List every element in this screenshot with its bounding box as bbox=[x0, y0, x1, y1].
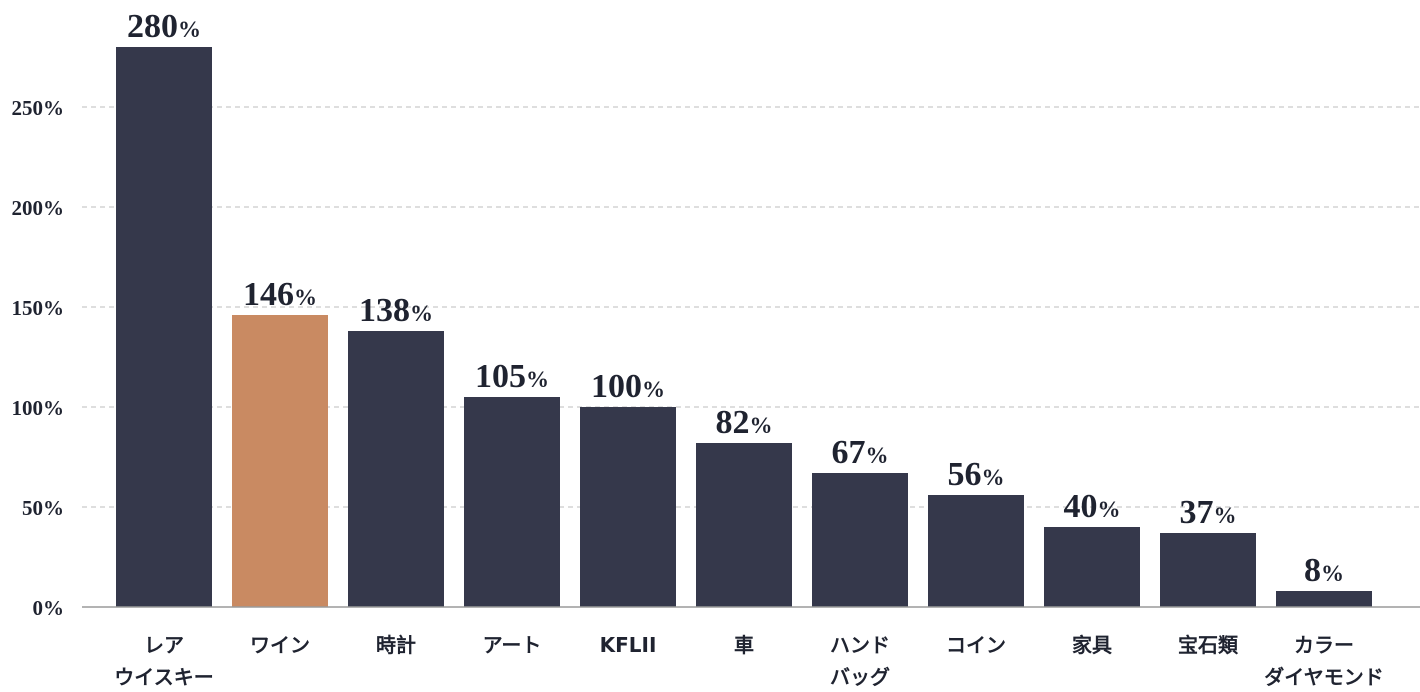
y-axis-tick-labels: 0% 50% 100% 150% 200% 250% bbox=[12, 96, 65, 620]
bar bbox=[232, 315, 328, 607]
bar bbox=[116, 47, 212, 607]
value-unit: % bbox=[866, 443, 889, 468]
category-label: ワイン bbox=[250, 633, 310, 657]
category-label: 宝石類 bbox=[1178, 633, 1239, 657]
value-number: 280 bbox=[127, 8, 178, 45]
bars bbox=[116, 47, 1372, 607]
value-label: 67% bbox=[832, 434, 889, 471]
category-label: 車 bbox=[734, 633, 754, 657]
bar bbox=[1276, 591, 1372, 607]
y-tick-label: 100% bbox=[12, 396, 65, 420]
value-label: 8% bbox=[1304, 552, 1344, 589]
value-unit: % bbox=[1214, 503, 1237, 528]
value-unit: % bbox=[294, 285, 317, 310]
y-tick-label: 250% bbox=[12, 96, 65, 120]
value-unit: % bbox=[1098, 497, 1121, 522]
value-number: 138 bbox=[359, 292, 410, 329]
value-label: 82% bbox=[716, 404, 773, 441]
value-number: 105 bbox=[475, 358, 526, 395]
value-labels: 280%146% 138%105% 100%82%67%56%40% 37%8% bbox=[127, 8, 1344, 589]
bar bbox=[928, 495, 1024, 607]
value-label: 280% bbox=[127, 8, 201, 45]
bar bbox=[696, 443, 792, 607]
value-number: 37 bbox=[1180, 494, 1214, 531]
category-label: ハンドバッグ bbox=[830, 633, 890, 689]
value-unit: % bbox=[642, 377, 665, 402]
bar bbox=[464, 397, 560, 607]
value-label: 100% bbox=[591, 368, 665, 405]
y-tick-label: 0% bbox=[33, 596, 65, 620]
bar bbox=[1044, 527, 1140, 607]
value-number: 146 bbox=[243, 276, 294, 313]
bar bbox=[348, 331, 444, 607]
value-number: 56 bbox=[948, 456, 982, 493]
bar bbox=[812, 473, 908, 607]
value-number: 8 bbox=[1304, 552, 1321, 589]
value-unit: % bbox=[982, 465, 1005, 490]
category-label: 家具 bbox=[1072, 633, 1112, 657]
value-label: 146% bbox=[243, 276, 317, 313]
category-label: 時計 bbox=[376, 633, 416, 657]
y-tick-label: 50% bbox=[22, 496, 64, 520]
category-label: アート bbox=[483, 633, 542, 657]
value-unit: % bbox=[750, 413, 773, 438]
value-unit: % bbox=[178, 17, 201, 42]
category-label: コイン bbox=[946, 633, 1006, 657]
value-number: 67 bbox=[832, 434, 866, 471]
category-labels: レアウイスキー ワイン 時計 アート KFLII 車 ハンドバッグ コイン 家具 宝石類 カラーダイ… bbox=[114, 633, 1383, 689]
bar bbox=[1160, 533, 1256, 607]
y-tick-label: 150% bbox=[12, 296, 65, 320]
value-label: 40% bbox=[1064, 488, 1121, 525]
bar bbox=[580, 407, 676, 607]
value-unit: % bbox=[1321, 561, 1344, 586]
value-label: 37% bbox=[1180, 494, 1237, 531]
value-number: 82 bbox=[716, 404, 750, 441]
category-label: KFLII bbox=[600, 633, 657, 657]
y-tick-label: 200% bbox=[12, 196, 65, 220]
value-unit: % bbox=[410, 301, 433, 326]
value-label: 56% bbox=[948, 456, 1005, 493]
value-number: 100 bbox=[591, 368, 642, 405]
value-label: 105% bbox=[475, 358, 549, 395]
value-label: 138% bbox=[359, 292, 433, 329]
category-label: カラーダイヤモンド bbox=[1264, 633, 1383, 689]
value-number: 40 bbox=[1064, 488, 1098, 525]
value-unit: % bbox=[526, 367, 549, 392]
category-label: レアウイスキー bbox=[114, 633, 213, 689]
